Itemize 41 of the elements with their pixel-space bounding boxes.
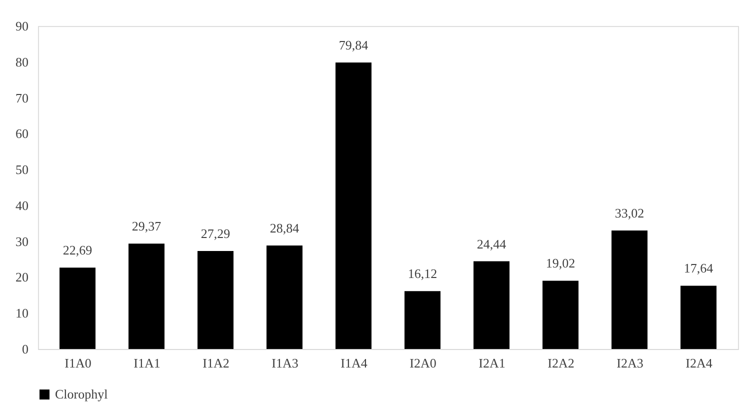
x-tick-label: I1A0 — [64, 356, 92, 370]
x-tick-label: I1A2 — [202, 356, 230, 370]
bar — [60, 268, 96, 349]
y-tick-label: 20 — [16, 270, 28, 285]
data-label: 16,12 — [408, 266, 438, 282]
x-tick-label: I2A3 — [616, 356, 644, 370]
legend-label: Clorophyl — [55, 386, 108, 402]
x-tick-label: I2A1 — [478, 356, 506, 370]
bar — [474, 261, 510, 349]
y-tick-label: 0 — [22, 342, 28, 356]
x-tick-label: I2A0 — [410, 356, 436, 370]
bar — [680, 286, 716, 349]
data-label: 33,02 — [614, 205, 644, 220]
data-label: 19,02 — [546, 256, 576, 271]
bar — [542, 280, 578, 349]
data-label: 22,69 — [62, 242, 92, 258]
bar — [266, 245, 302, 349]
y-tick-label: 10 — [16, 306, 28, 321]
x-tick-label: I1A4 — [340, 356, 368, 370]
y-tick-label: 30 — [16, 234, 28, 249]
data-label: 24,44 — [476, 236, 507, 252]
bar — [336, 62, 372, 349]
data-label: 79,84 — [338, 37, 369, 52]
y-tick-label: 80 — [16, 54, 28, 70]
data-label: 28,84 — [270, 220, 300, 236]
x-tick-label: I1A3 — [272, 356, 298, 370]
y-tick-label: 60 — [16, 126, 28, 142]
y-tick-label: 40 — [16, 198, 28, 213]
x-tick-label: I1A1 — [134, 356, 160, 370]
x-tick-label: I2A4 — [686, 356, 713, 370]
y-tick-label: 70 — [16, 90, 28, 106]
data-label: 17,64 — [684, 260, 714, 276]
bar — [612, 230, 648, 349]
y-tick-label: 50 — [16, 162, 28, 178]
bar — [198, 251, 234, 349]
bar — [128, 244, 164, 349]
x-tick-label: I2A2 — [548, 356, 574, 370]
data-label: 29,37 — [132, 218, 162, 234]
y-tick-label: 90 — [16, 18, 28, 34]
data-label: 27,29 — [200, 226, 230, 242]
bar — [404, 291, 440, 349]
